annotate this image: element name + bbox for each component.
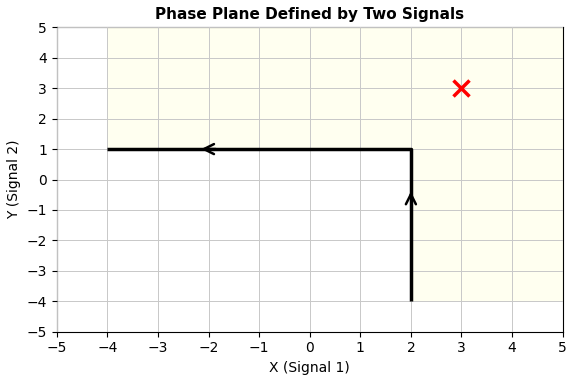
Bar [411, 149, 563, 301]
Y-axis label: Y (Signal 2): Y (Signal 2) [7, 140, 21, 219]
Bar [107, 27, 563, 149]
X-axis label: X (Signal 1): X (Signal 1) [269, 361, 350, 375]
Title: Phase Plane Defined by Two Signals: Phase Plane Defined by Two Signals [155, 7, 464, 22]
